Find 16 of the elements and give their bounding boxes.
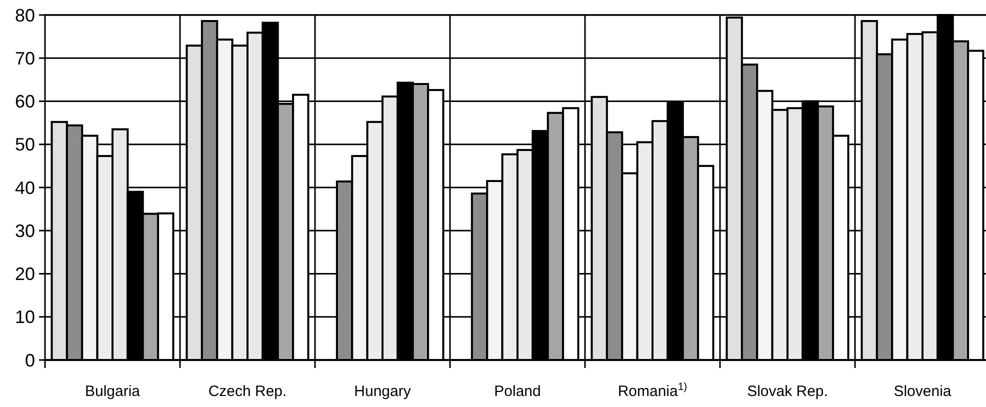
y-tick-label: 10 (14, 307, 35, 328)
y-tick-label: 80 (14, 5, 35, 26)
x-tick-label: Poland (494, 383, 541, 400)
y-tick-label: 0 (24, 350, 35, 370)
x-tick-label: Czech Rep. (208, 383, 287, 400)
x-tick-label: Slovak Rep. (747, 383, 828, 400)
x-tick-label: Bulgaria (84, 383, 141, 400)
y-tick-label: 50 (14, 134, 35, 155)
y-tick-label: 70 (14, 48, 35, 68)
x-tick-label: Slovenia (894, 383, 952, 400)
x-tick-label: Hungary (354, 383, 412, 400)
y-tick-label: 20 (14, 264, 35, 284)
y-tick-label: 40 (14, 178, 35, 198)
x-tick-label: Romania$^{1)}$ (618, 381, 688, 400)
y-tick-label: 30 (14, 220, 35, 241)
y-tick-label: 60 (14, 92, 35, 112)
